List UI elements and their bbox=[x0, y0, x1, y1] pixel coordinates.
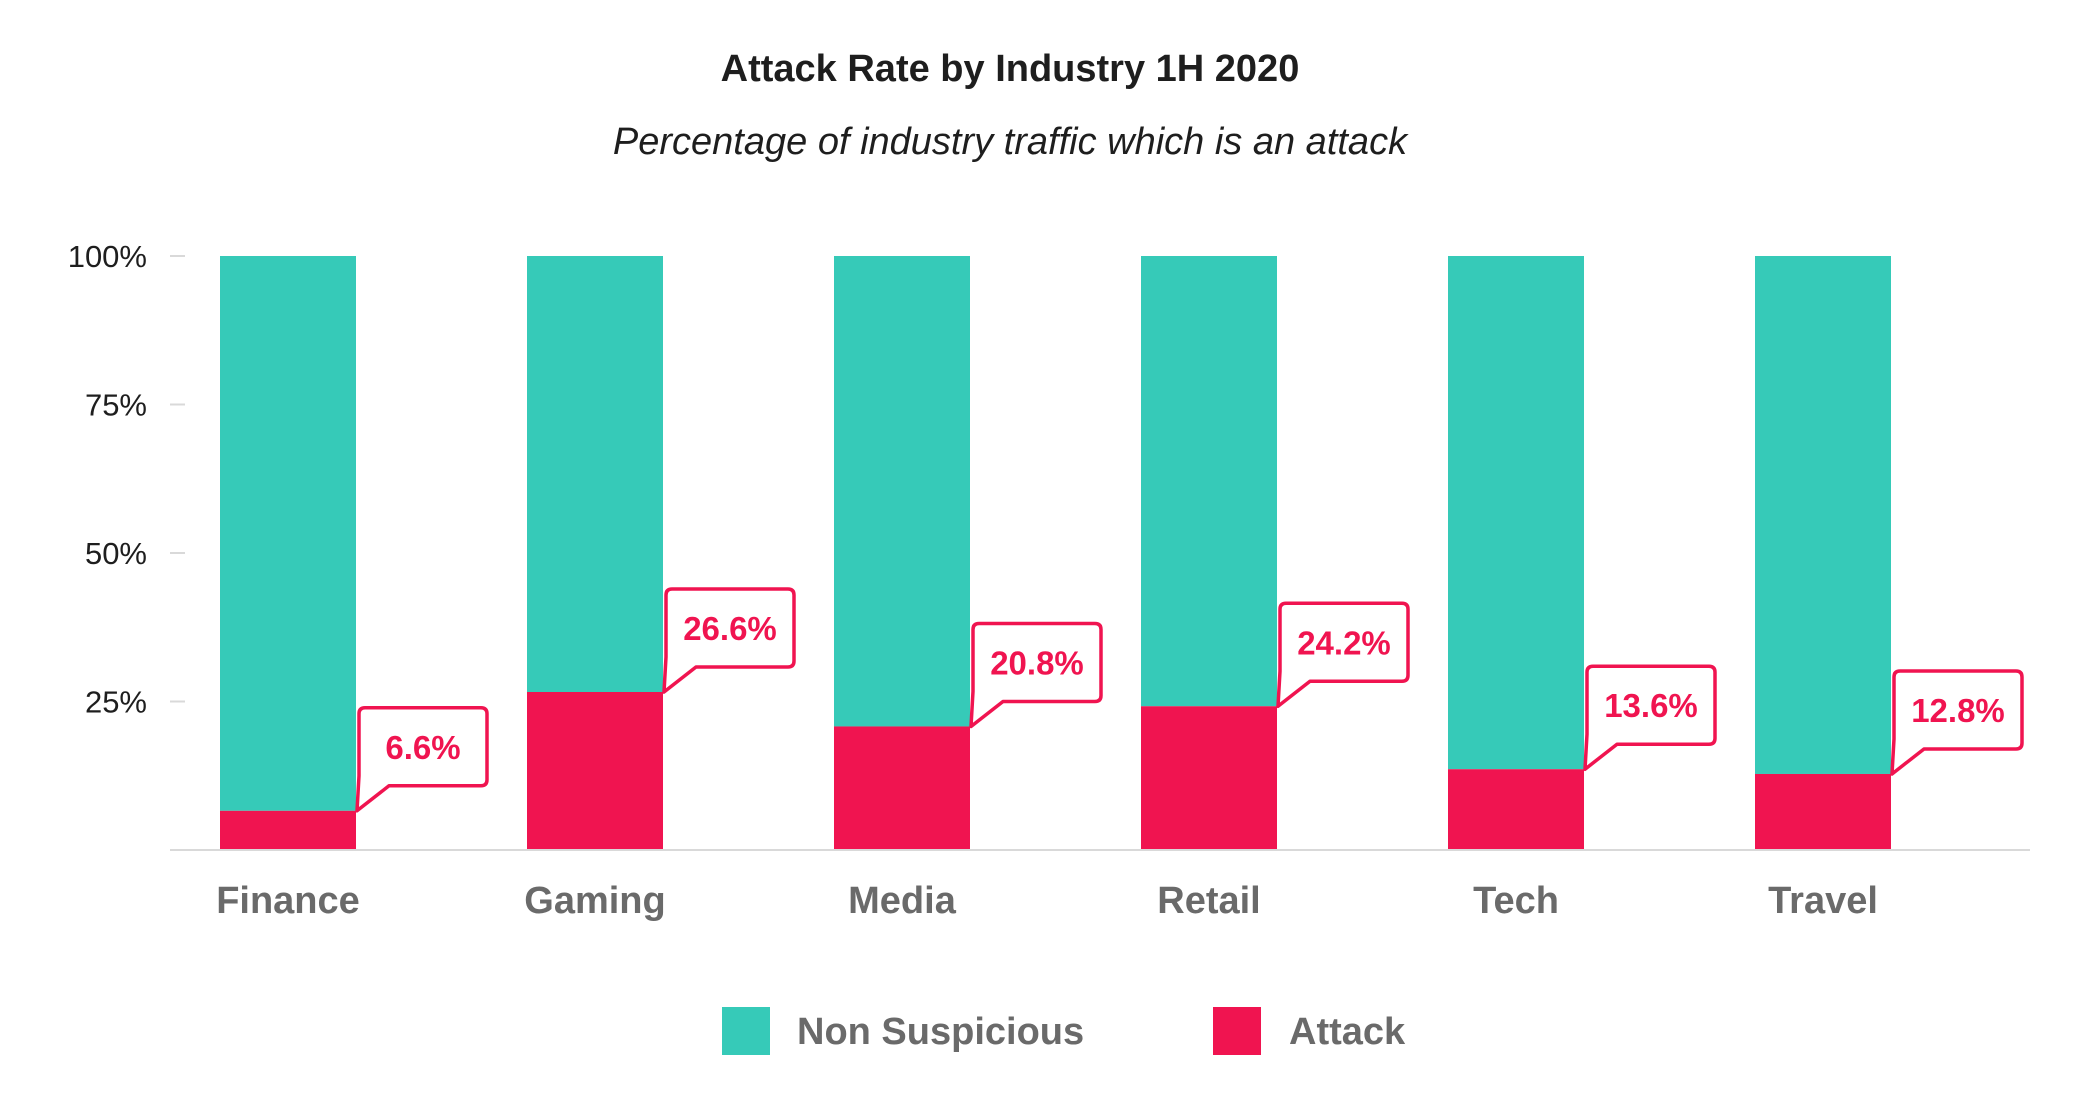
data-label: 26.6% bbox=[683, 610, 777, 647]
bar-attack-retail bbox=[1141, 706, 1277, 850]
data-label: 13.6% bbox=[1604, 687, 1698, 724]
bar-non-suspicious-media bbox=[834, 256, 970, 727]
y-tick-label: 50% bbox=[85, 536, 147, 571]
callout-bubble bbox=[969, 621, 1103, 729]
chart-title: Attack Rate by Industry 1H 2020 bbox=[720, 48, 1300, 90]
legend-swatch bbox=[722, 1007, 770, 1055]
bar-attack-finance bbox=[220, 810, 356, 850]
callout-bubble bbox=[1890, 669, 2024, 776]
bar-non-suspicious-travel bbox=[1755, 256, 1891, 774]
bar-non-suspicious-retail bbox=[1141, 256, 1277, 707]
legend-label: Non Suspicious bbox=[797, 1011, 1084, 1053]
y-tick-label: 25% bbox=[85, 685, 147, 720]
callout-layer: 6.6% 26.6% 20.8% 24.2% 13.6% 12.8% bbox=[355, 587, 2024, 813]
data-label: 6.6% bbox=[385, 729, 460, 766]
legend-item: Attack bbox=[1213, 1007, 1406, 1055]
axis-layer: 100% 75% 50% 25% Finance Gaming Media Retail Tec… bbox=[68, 239, 2030, 922]
bar-attack-media bbox=[834, 726, 970, 850]
y-tick-label: 100% bbox=[68, 239, 147, 274]
category-label: Media bbox=[848, 880, 957, 922]
legend-swatch bbox=[1213, 1007, 1261, 1055]
callout-bubble bbox=[662, 587, 796, 694]
bar-non-suspicious-finance bbox=[220, 256, 356, 811]
bars-layer bbox=[220, 256, 1891, 850]
legend-item: Non Suspicious bbox=[722, 1007, 1084, 1055]
data-label: 12.8% bbox=[1911, 692, 2005, 729]
category-label: Tech bbox=[1473, 880, 1559, 922]
chart-subtitle: Percentage of industry traffic which is … bbox=[612, 121, 1408, 163]
callout-bubble bbox=[1583, 664, 1717, 771]
category-label: Gaming bbox=[524, 880, 665, 922]
callout-bubble bbox=[355, 706, 489, 813]
bar-attack-tech bbox=[1448, 769, 1584, 850]
bar-non-suspicious-gaming bbox=[527, 256, 663, 692]
y-tick-label: 75% bbox=[85, 388, 147, 423]
data-label: 20.8% bbox=[990, 644, 1084, 681]
category-label: Travel bbox=[1768, 880, 1878, 922]
bar-attack-travel bbox=[1755, 773, 1891, 850]
legend-layer: Non Suspicious Attack bbox=[722, 1007, 1406, 1055]
category-label: Finance bbox=[216, 880, 360, 922]
data-label: 24.2% bbox=[1297, 624, 1391, 661]
bar-non-suspicious-tech bbox=[1448, 256, 1584, 770]
callout-bubble bbox=[1276, 601, 1410, 709]
bar-attack-gaming bbox=[527, 691, 663, 850]
category-label: Retail bbox=[1157, 880, 1260, 922]
legend-label: Attack bbox=[1289, 1011, 1406, 1053]
